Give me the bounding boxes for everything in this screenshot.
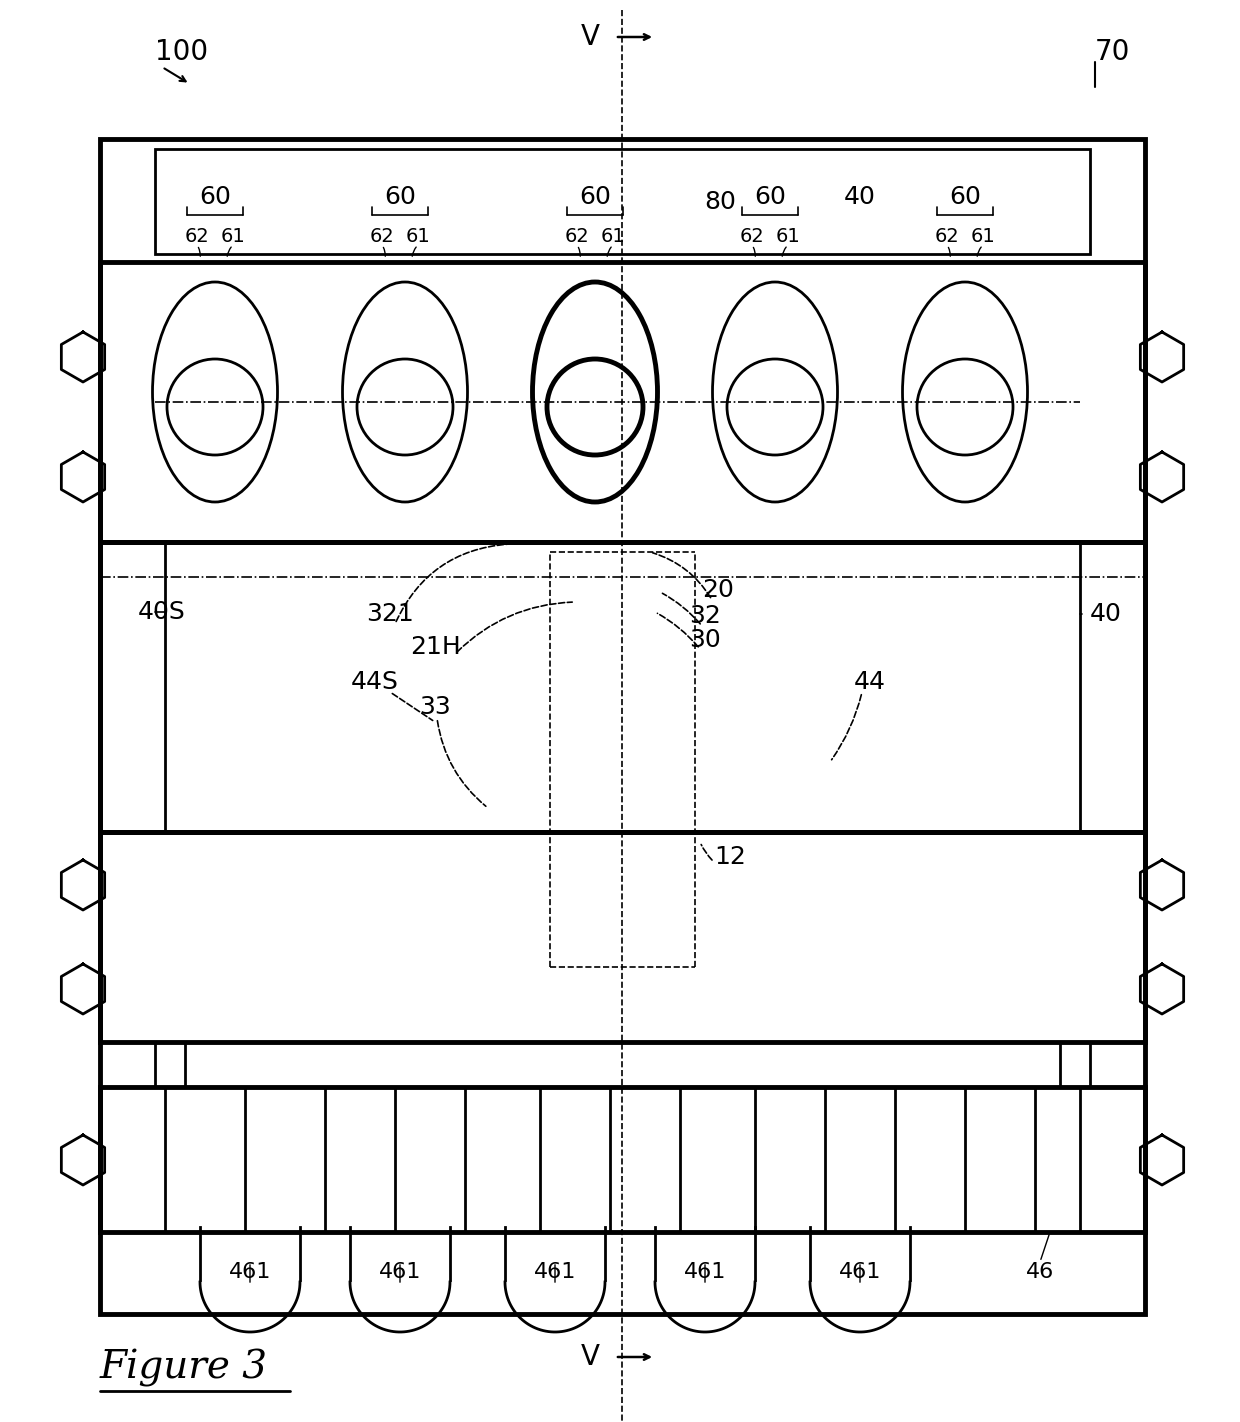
Text: V: V [580, 23, 599, 51]
Text: 80: 80 [704, 191, 735, 213]
Text: 60: 60 [384, 185, 415, 209]
Text: Figure 3: Figure 3 [100, 1349, 268, 1386]
Bar [155, 1042, 185, 1086]
Text: 61: 61 [221, 228, 246, 246]
Text: 44S: 44S [351, 670, 399, 694]
Text: 61: 61 [971, 228, 996, 246]
Bar [100, 832, 1145, 1042]
Bar [100, 262, 1145, 542]
Text: 33: 33 [419, 695, 451, 720]
Text: 461: 461 [683, 1261, 727, 1283]
Text: 12: 12 [714, 845, 746, 869]
Text: 61: 61 [405, 228, 430, 246]
Text: 62: 62 [185, 228, 210, 246]
Text: 461: 461 [838, 1261, 882, 1283]
Text: 321: 321 [366, 602, 414, 626]
Text: 461: 461 [533, 1261, 577, 1283]
Text: 32: 32 [689, 604, 720, 629]
Text: 461: 461 [378, 1261, 422, 1283]
Bar [100, 1086, 1145, 1231]
Text: 60: 60 [754, 185, 786, 209]
Text: 60: 60 [200, 185, 231, 209]
Text: 461: 461 [229, 1261, 272, 1283]
Text: 61: 61 [776, 228, 800, 246]
Text: 62: 62 [935, 228, 960, 246]
Text: 62: 62 [739, 228, 764, 246]
Text: 62: 62 [564, 228, 589, 246]
Text: V: V [580, 1342, 599, 1371]
Text: 100: 100 [155, 38, 208, 65]
Text: 40: 40 [844, 185, 875, 209]
Text: 60: 60 [949, 185, 981, 209]
Text: 60: 60 [579, 185, 611, 209]
Text: 70: 70 [1095, 38, 1131, 65]
Text: 40S: 40S [138, 600, 186, 624]
Bar [100, 1231, 1145, 1314]
Text: 61: 61 [600, 228, 625, 246]
Text: 44: 44 [854, 670, 887, 694]
Text: 46: 46 [1025, 1261, 1054, 1283]
Text: 40: 40 [1090, 602, 1122, 626]
Bar [100, 542, 1145, 832]
Text: 30: 30 [689, 629, 720, 653]
Text: 20: 20 [702, 577, 734, 602]
Bar [155, 149, 1090, 255]
Bar [100, 1042, 1145, 1086]
Bar [100, 139, 1145, 1314]
Bar [1060, 1042, 1090, 1086]
Text: 62: 62 [370, 228, 394, 246]
Text: 21H: 21H [409, 636, 460, 658]
